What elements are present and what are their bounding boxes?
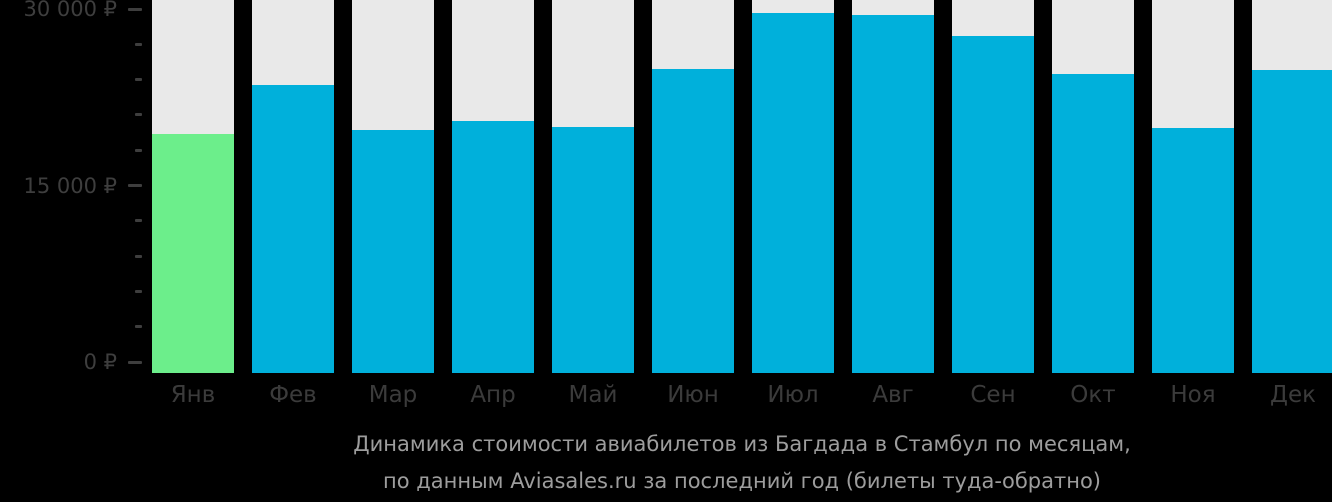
bar-fill — [1152, 127, 1234, 373]
y-axis-minor-tick-mark — [135, 148, 142, 152]
y-axis-minor-tick-mark — [135, 42, 142, 46]
bar-column-12[interactable] — [1252, 0, 1332, 373]
y-axis-minor-tick-mark — [135, 254, 142, 258]
x-axis-label: Мар — [368, 382, 418, 408]
plot-area — [152, 0, 1332, 373]
y-axis-tick-label: 15 000 ₽ — [23, 173, 117, 198]
x-axis-label: Сен — [970, 382, 1016, 408]
bar-column-5[interactable] — [552, 0, 634, 373]
x-axis-label: Июн — [667, 382, 719, 408]
chart-caption-line1: Динамика стоимости авиабилетов из Багдад… — [353, 432, 1131, 456]
bar-fill — [252, 85, 334, 373]
x-axis-label: Авг — [872, 382, 914, 408]
bar-column-3[interactable] — [352, 0, 434, 373]
bar-column-6[interactable] — [652, 0, 734, 373]
y-axis: 0 ₽ 15 000 ₽ 30 000 ₽ — [0, 0, 152, 373]
y-axis-minor-tick-mark — [135, 289, 142, 293]
bar-column-11[interactable] — [1152, 0, 1234, 373]
x-axis-label: Июл — [767, 382, 819, 408]
x-axis-label: Ноя — [1170, 382, 1216, 408]
x-axis: Янв Фев Мар Апр Май Июн Июл Авг Сен Окт Ноя Дек — [0, 380, 1332, 412]
bar-fill — [852, 14, 934, 373]
x-axis-label: Апр — [470, 382, 516, 408]
y-axis-minor-tick-mark — [135, 113, 142, 117]
y-axis-tick-label: 0 ₽ — [83, 350, 117, 374]
bar-column-10[interactable] — [1052, 0, 1134, 373]
bar-fill — [452, 120, 534, 373]
bar-column-9[interactable] — [952, 0, 1034, 373]
bar-fill — [752, 12, 834, 373]
y-axis-major-tick-mark — [128, 360, 142, 364]
y-axis-tick-label: 30 000 ₽ — [23, 0, 117, 21]
chart-caption: Динамика стоимости авиабилетов из Багдад… — [152, 426, 1332, 500]
x-axis-label: Дек — [1269, 382, 1316, 408]
y-axis-minor-tick-mark — [135, 325, 142, 329]
y-axis-minor-tick-mark — [135, 78, 142, 82]
x-axis-label: Янв — [170, 382, 216, 408]
bar-fill — [1052, 73, 1134, 373]
bar-fill — [152, 133, 234, 373]
chart-caption-line2: по данным Aviasales.ru за последний год … — [383, 469, 1101, 493]
bar-fill — [952, 36, 1034, 373]
y-axis-major-tick-mark — [128, 184, 142, 187]
bar-column-4[interactable] — [452, 0, 534, 373]
bar-fill — [1252, 70, 1332, 373]
bar-fill — [652, 69, 734, 373]
x-axis-label: Окт — [1070, 382, 1116, 408]
bar-column-7[interactable] — [752, 0, 834, 373]
x-axis-label: Фев — [269, 382, 317, 408]
y-axis-major-tick-mark — [128, 7, 142, 11]
bar-column-8[interactable] — [852, 0, 934, 373]
bar-column-2[interactable] — [252, 0, 334, 373]
bar-fill — [552, 126, 634, 373]
x-axis-label: Май — [568, 382, 618, 408]
y-axis-minor-tick-mark — [135, 219, 142, 223]
bar-column-1[interactable] — [152, 0, 234, 373]
bar-fill — [352, 130, 434, 373]
